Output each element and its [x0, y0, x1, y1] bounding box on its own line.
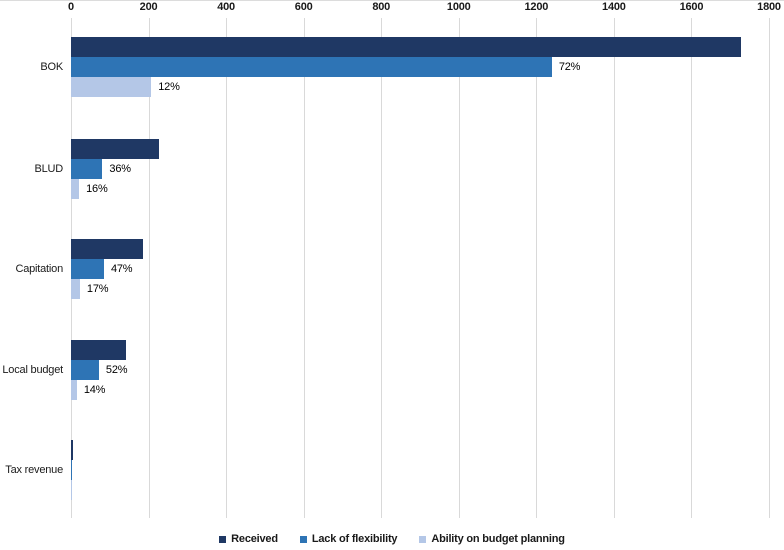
bar-received [71, 139, 159, 159]
legend-item-received: Received [219, 533, 278, 545]
x-tick-label: 200 [139, 1, 158, 13]
x-tick-label: 600 [294, 1, 313, 13]
legend-item-ability-on-budget-planning: Ability on budget planning [419, 533, 565, 545]
x-tick-label: 1400 [602, 1, 626, 13]
bar-ability-on-budget-planning [71, 77, 152, 97]
figure-top-border [0, 0, 784, 1]
x-gridline [226, 18, 228, 518]
x-tick-label: 1000 [446, 1, 471, 13]
legend-item-lack-of-flexibility: Lack of flexibility [299, 533, 398, 545]
x-tick-label: 400 [217, 1, 235, 13]
bar-received [71, 37, 741, 57]
x-gridline [769, 18, 770, 518]
category-label: Local budget [2, 364, 63, 376]
bar-value-label: 36% [109, 163, 131, 175]
x-tick-label: 1600 [679, 1, 704, 13]
x-tick-label: 1800 [757, 1, 781, 13]
bar-ability-on-budget-planning [71, 480, 72, 500]
bar-received [71, 239, 143, 259]
x-gridline [148, 18, 150, 518]
category-label: Capitation [15, 263, 63, 275]
legend: Received Lack of flexibility Ability on bu… [0, 531, 784, 547]
bar-lack-of-flexibility [71, 57, 552, 77]
x-gridline [303, 18, 305, 518]
legend-swatch-ability-on-budget-planning [419, 535, 427, 543]
x-tick-label: 1200 [524, 1, 549, 13]
x-tick-label: 0 [68, 1, 74, 13]
bar-received [71, 340, 126, 360]
x-gridline [536, 18, 538, 518]
legend-label: Ability on budget planning [431, 533, 565, 545]
x-gridline [613, 18, 615, 518]
category-label: BOK [40, 61, 63, 73]
bar-value-label: 17% [86, 283, 109, 295]
bar-lack-of-flexibility [71, 360, 99, 380]
bar-value-label: 14% [83, 384, 106, 396]
legend-swatch-received [219, 535, 227, 543]
bar-received [71, 440, 73, 460]
bar-ability-on-budget-planning [71, 380, 77, 400]
bar-value-label: 52% [105, 364, 128, 376]
bar-ability-on-budget-planning [71, 279, 80, 299]
bar-value-label: 12% [158, 81, 180, 93]
bar-lack-of-flexibility [71, 460, 73, 480]
bar-ability-on-budget-planning [71, 179, 80, 199]
legend-label: Received [231, 533, 278, 545]
category-label: Tax revenue [5, 464, 63, 476]
bar-lack-of-flexibility [71, 259, 104, 279]
legend-swatch-lack-of-flexibility [299, 535, 307, 543]
legend-label: Lack of flexibility [311, 533, 398, 545]
bar-value-label: 16% [86, 183, 108, 195]
bar-lack-of-flexibility [71, 159, 103, 179]
x-tick-label: 800 [372, 1, 391, 13]
x-gridline [381, 18, 383, 518]
x-gridline [691, 18, 693, 518]
bar-value-label: 72% [558, 61, 581, 73]
bar-value-label: 47% [110, 263, 133, 275]
x-gridline [458, 18, 460, 518]
category-label: BLUD [34, 163, 63, 175]
